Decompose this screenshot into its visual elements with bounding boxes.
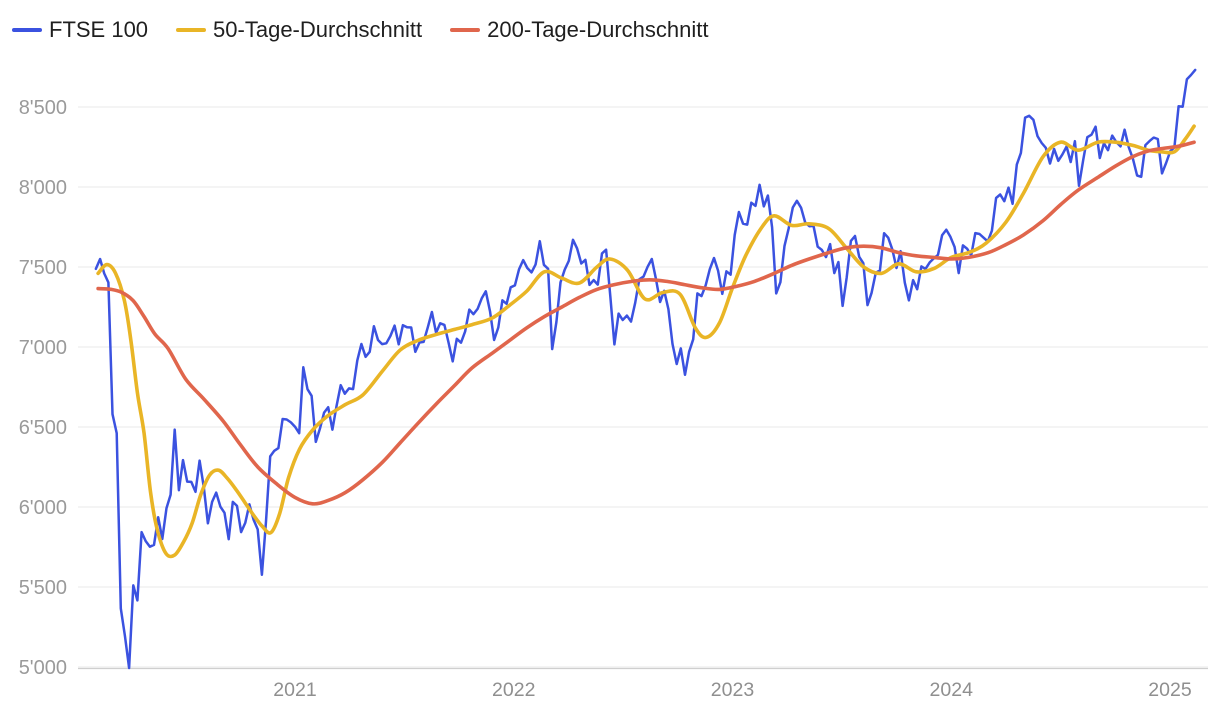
legend-item-50-tage-durchschnitt[interactable]: 50-Tage-Durchschnitt (176, 17, 422, 43)
x-tick-label: 2021 (273, 679, 316, 701)
legend-label-ftse-100: FTSE 100 (49, 17, 149, 42)
y-tick-label: 8'000 (19, 177, 67, 199)
y-tick-label: 6'500 (19, 417, 67, 439)
y-tick-label: 8'500 (19, 97, 67, 119)
series-line-200-tage-durchschnitt (96, 140, 1196, 506)
x-tick-label: 2023 (711, 679, 754, 701)
y-tick-label: 7'500 (19, 257, 67, 279)
legend-swatch-200-tage (450, 27, 481, 33)
chart-legend: FTSE 100 50-Tage-Durchschnitt 200-Tage-D… (12, 17, 709, 43)
y-tick-label: 5'000 (19, 657, 67, 679)
legend-swatch-ftse-100 (12, 27, 42, 33)
x-tick-label: 2025 (1148, 679, 1192, 701)
series-line-50-tage-durchschnitt (96, 124, 1196, 559)
x-tick-label: 2022 (492, 679, 535, 701)
y-tick-label: 7'000 (19, 337, 67, 359)
x-tick-label: 2024 (930, 679, 974, 701)
legend-label-200-tage: 200-Tage-Durchschnitt (487, 17, 709, 42)
y-tick-label: 6'000 (19, 497, 67, 519)
legend-swatch-50-tage (176, 27, 207, 33)
series-line-ftse-100 (94, 68, 1197, 670)
y-tick-label: 5'500 (19, 577, 67, 599)
legend-item-ftse-100[interactable]: FTSE 100 (12, 17, 148, 43)
legend-item-200-tage-durchschnitt[interactable]: 200-Tage-Durchschnitt (450, 17, 709, 43)
legend-label-50-tage: 50-Tage-Durchschnitt (213, 17, 423, 42)
